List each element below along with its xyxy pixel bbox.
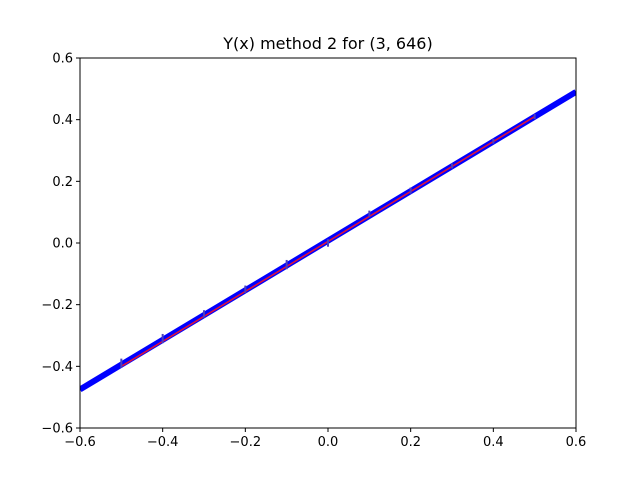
y-tick-label: −0.4 [41, 360, 73, 375]
y-axis: −0.6 −0.4 −0.2 0.0 0.2 0.4 0.6 [41, 52, 80, 437]
x-tick-label: 0.2 [400, 435, 421, 450]
x-tick-label: 0.0 [318, 435, 339, 450]
y-tick-label: 0.6 [52, 52, 73, 67]
y-tick-label: −0.2 [41, 298, 73, 313]
x-tick-label: −0.4 [147, 435, 179, 450]
x-tick-label: −0.6 [64, 435, 96, 450]
y-tick-label: −0.6 [41, 422, 73, 437]
x-tick-label: −0.2 [230, 435, 262, 450]
x-axis: −0.6 −0.4 −0.2 0.0 0.2 0.4 0.6 [64, 428, 586, 450]
axes-frame [79, 57, 577, 429]
x-tick-label: 0.6 [566, 435, 587, 450]
chart-title: Y(x) method 2 for (3, 646) [222, 34, 432, 53]
x-tick-label: 0.4 [483, 435, 504, 450]
plot-area [80, 89, 576, 393]
y-tick-label: 0.0 [52, 237, 73, 252]
y-tick-label: 0.2 [52, 175, 73, 190]
y-tick-label: 0.4 [52, 113, 73, 128]
